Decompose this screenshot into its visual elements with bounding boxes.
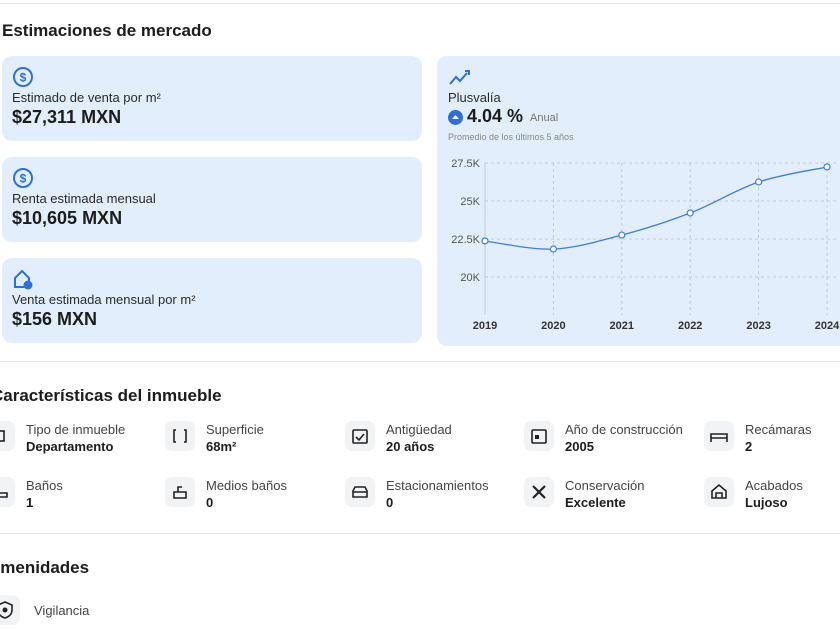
- y-tick-label: 25K: [460, 196, 480, 208]
- card-label: Renta estimada mensual: [12, 191, 156, 206]
- feature-label: Acabados: [745, 478, 803, 493]
- feature-icon: [704, 477, 734, 507]
- line-chart: 20K 22.5K 25K 27.5K 2019 2020 2021 2022 2023 2024: [451, 158, 840, 332]
- point: [481, 237, 489, 245]
- icon-glyph: [710, 433, 728, 442]
- feature-value: Excelente: [565, 495, 626, 510]
- icon-glyph: [352, 429, 368, 444]
- point: [549, 245, 558, 253]
- x-tick-label: 2019: [473, 320, 497, 332]
- plusvalia-rate: 4.04 %: [467, 106, 524, 126]
- plusvalia-note: Promedio de los últimos 5 años: [448, 132, 574, 142]
- estimate-card: Venta estimada mensual por m² $156 MXN: [2, 258, 422, 343]
- svg-text:$: $: [20, 172, 27, 186]
- line: [484, 166, 828, 250]
- card-value: $156 MXN: [12, 309, 98, 329]
- x-tick-label: 2020: [541, 320, 565, 332]
- icon-glyph: [0, 430, 5, 442]
- dollar-icon: $: [13, 168, 33, 188]
- feature-icon: [524, 421, 554, 451]
- estimate-card: $ Renta estimada mensual $10,605 MXN: [2, 157, 422, 242]
- y-tick-label: 22.5K: [451, 234, 480, 246]
- feature-value: Lujoso: [745, 495, 788, 510]
- plusvalia-title: Plusvalía: [448, 90, 501, 105]
- feature-icon: [345, 477, 375, 507]
- feature-label: Recámaras: [745, 422, 812, 437]
- feature-label: Estacionamientos: [386, 478, 489, 493]
- feature-icon: [0, 421, 15, 451]
- icon-glyph: [0, 492, 8, 498]
- y-tick-label: 27.5K: [451, 158, 480, 170]
- dollar-icon: $: [13, 67, 33, 87]
- y-tick-label: 20K: [460, 272, 480, 284]
- x-tick-label: 2021: [610, 320, 634, 332]
- feature-label: Baños: [26, 478, 63, 493]
- x-tick-label: 2022: [678, 320, 702, 332]
- estimate-card: $ Estimado de venta por m² $27,311 MXN: [2, 56, 422, 141]
- card-label: Estimado de venta por m²: [12, 90, 161, 105]
- feature-icon: [0, 477, 15, 507]
- card-value: $27,311 MXN: [12, 107, 122, 127]
- section-title: Amenidades: [0, 558, 90, 577]
- icon-glyph: [352, 486, 368, 498]
- feature-icon: [524, 477, 554, 507]
- card-label: Venta estimada mensual por m²: [12, 292, 196, 307]
- feature-label: Antigüedad: [386, 422, 452, 437]
- section-title: Estimaciones de mercado: [2, 21, 212, 40]
- divider: [0, 533, 840, 534]
- section-title: Características del inmueble: [0, 386, 222, 405]
- up-icon: [448, 110, 463, 125]
- feature-icon: [345, 421, 375, 451]
- icon-glyph: [711, 483, 727, 499]
- x-tick-label: 2024: [815, 320, 840, 332]
- card-value: $10,605 MXN: [12, 208, 123, 228]
- point: [618, 231, 626, 239]
- feature-value: 0: [386, 495, 394, 510]
- feature-value: 1: [26, 495, 34, 510]
- svg-text:$: $: [20, 71, 27, 85]
- house-icon: [14, 269, 33, 290]
- feature-label: Año de construcción: [565, 422, 683, 437]
- amenity-label: Vigilancia: [34, 603, 90, 618]
- icon-glyph: [531, 429, 547, 444]
- feature-value: 2005: [565, 439, 594, 454]
- feature-icon: [704, 421, 734, 451]
- point: [686, 209, 694, 217]
- amenity-icon: [0, 595, 20, 625]
- feature-value: 0: [206, 495, 214, 510]
- feature-icon: [165, 421, 195, 451]
- feature-label: Tipo de inmueble: [26, 422, 126, 437]
- plusvalia-period: Anual: [530, 112, 559, 124]
- feature-icon: [165, 477, 195, 507]
- feature-value: Departamento: [26, 439, 114, 454]
- point: [755, 178, 763, 186]
- icon-glyph: [532, 485, 546, 499]
- icon-glyph: [173, 429, 187, 443]
- x-tick-label: 2023: [746, 320, 770, 332]
- feature-value: 20 años: [386, 439, 435, 454]
- point: [823, 163, 831, 171]
- feature-label: Medios baños: [206, 478, 287, 493]
- feature-label: Conservación: [565, 478, 645, 493]
- trend-icon: [449, 70, 470, 85]
- divider: [0, 361, 840, 362]
- icon-glyph: [0, 601, 13, 619]
- feature-value: 2: [745, 439, 753, 454]
- divider: [0, 3, 840, 4]
- feature-label: Superficie: [206, 422, 264, 437]
- feature-value: 68m²: [206, 439, 237, 454]
- icon-glyph: [173, 486, 187, 499]
